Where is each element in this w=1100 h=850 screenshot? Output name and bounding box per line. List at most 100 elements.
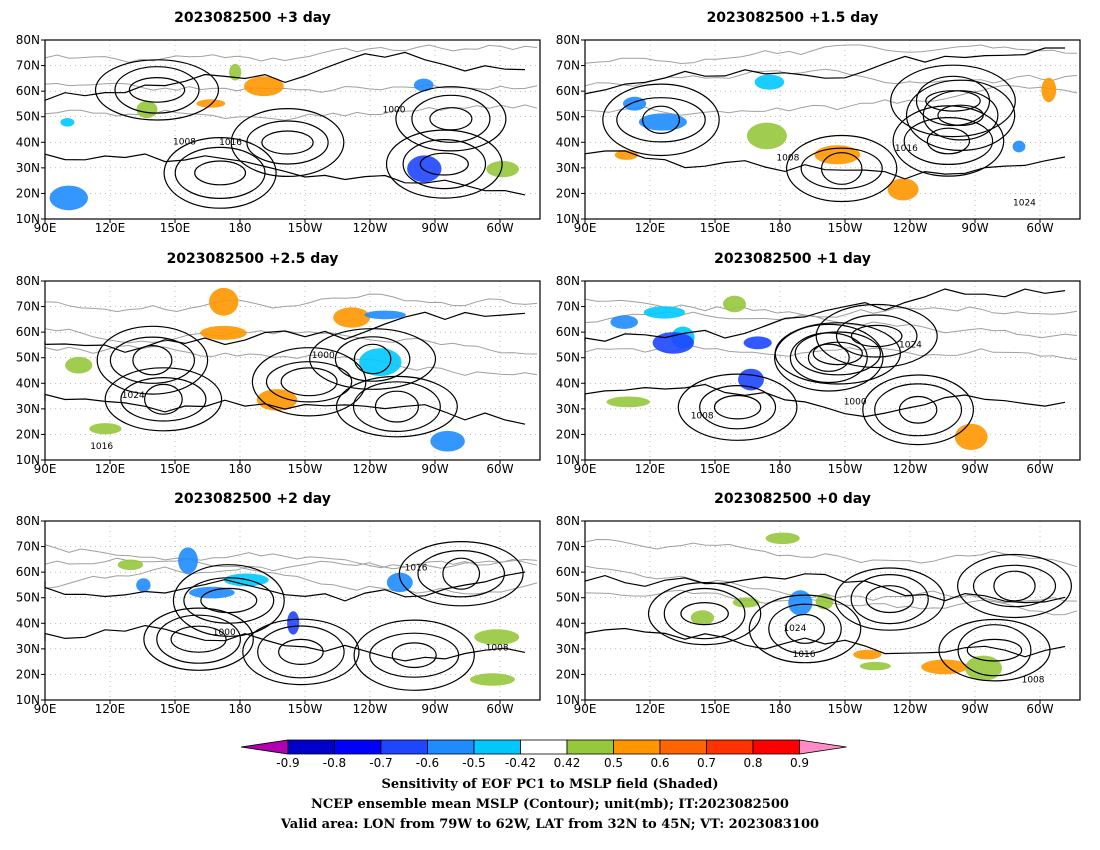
panel-plus0day: 2023082500 +0 day 1008 1016 1024 80N 70N 60N 50… [556,491,1081,716]
colorbar-cell [706,739,754,755]
lat-tick-label: 10N [16,453,40,467]
colorbar-left-arrow [240,739,289,755]
colorbar-cell [752,739,800,755]
lat-tick-label: 20N [16,186,40,200]
sensitivity-shading [117,547,520,686]
lon-tick-label: 180 [769,462,792,476]
map-frame [44,520,541,701]
lat-tick-label: 10N [556,693,580,707]
lon-tick-label: 150E [700,221,731,235]
lat-tick-label: 10N [16,212,40,226]
lon-tick-label: 90E [34,221,57,235]
lat-tick-label: 30N [556,402,580,416]
lat-tick-label: 10N [556,453,580,467]
panel-plus2p5day: 2023082500 +2.5 day 1016 1024 1000 80N 70N 60N… [16,251,541,476]
panel-plus1p5day: 2023082500 +1.5 day 1008 1016 1024 80N 70N 60N… [556,10,1081,235]
lon-tick-label: 150E [160,462,191,476]
lon-tick-label: 150W [288,462,323,476]
lon-tick-label: 150E [160,221,191,235]
lon-tick-label: 90E [34,462,57,476]
map-frame [584,520,1081,701]
lat-tick-label: 80N [556,274,580,288]
map-frame [44,280,541,461]
colorbar-tick-label: 0.42 [554,756,581,770]
lat-tick-label: 80N [16,274,40,288]
contour-label: 1024 [899,340,922,350]
lon-tick-label: 120E [95,702,126,716]
contour-label: 1024 [122,391,145,401]
mslp-contours [584,288,1066,446]
lat-tick-label: 70N [556,540,580,554]
lat-tick-label: 50N [556,110,580,124]
lat-tick-label: 20N [16,667,40,681]
lat-tick-label: 60N [16,565,40,579]
lon-tick-label: 60W [1026,702,1053,716]
mslp-contours [584,553,1072,682]
lon-tick-label: 150W [828,702,863,716]
coastline [44,541,538,595]
caption-line-2: NCEP ensemble mean MSLP (Contour); unit(… [311,797,789,812]
colorbar-tick-label: -0.9 [276,756,299,770]
lon-tick-label: 120E [635,221,666,235]
contour-label: 1000 [844,397,867,407]
colorbar-cell [520,739,568,755]
contour-label: 1016 [405,563,428,573]
mslp-contours [584,47,1066,203]
colorbar-cell [473,739,521,755]
lon-tick-label: 120W [893,221,928,235]
contour-label: 1008 [776,153,799,163]
colorbar-tick-label: 0.5 [604,756,623,770]
contour-label: 1024 [1013,199,1036,209]
lon-tick-label: 150W [288,702,323,716]
lon-tick-label: 60W [1026,462,1053,476]
lon-tick-label: 180 [769,221,792,235]
lon-tick-label: 60W [486,462,513,476]
colorbar-cell [380,739,428,755]
lon-tick-label: 120E [95,221,126,235]
lat-tick-label: 20N [556,667,580,681]
panel-title: 2023082500 +2.5 day [167,251,339,267]
lat-tick-label: 60N [556,565,580,579]
mslp-contours [44,311,526,438]
lat-tick-label: 50N [16,351,40,365]
lat-tick-label: 40N [16,376,40,390]
lat-tick-label: 30N [16,402,40,416]
map-frame [584,39,1081,220]
lat-tick-label: 30N [16,161,40,175]
lon-tick-label: 90W [421,702,448,716]
lat-tick-label: 20N [16,427,40,441]
map-area [45,40,540,219]
colorbar-tick-label: -0.6 [416,756,439,770]
colorbar-tick-label: 0.6 [650,756,669,770]
lon-tick-label: 150E [700,702,731,716]
colorbar-tick-label: -0.5 [462,756,485,770]
lon-tick-label: 180 [769,702,792,716]
lon-tick-label: 90W [421,221,448,235]
lon-tick-label: 180 [229,221,252,235]
lat-tick-label: 70N [556,59,580,73]
lat-tick-label: 40N [16,616,40,630]
lon-tick-label: 60W [486,221,513,235]
lon-tick-label: 120E [95,462,126,476]
lon-tick-label: 60W [486,702,513,716]
lat-tick-label: 60N [556,84,580,98]
lat-tick-label: 60N [556,325,580,339]
contour-label: 1008 [691,412,714,422]
sensitivity-shading [614,74,1057,201]
lon-tick-label: 90W [961,462,988,476]
panel-title: 2023082500 +1.5 day [707,10,879,26]
lat-tick-label: 70N [556,300,580,314]
lat-tick-label: 20N [556,427,580,441]
lat-tick-label: 80N [556,514,580,528]
lat-tick-label: 40N [556,135,580,149]
lat-tick-label: 70N [16,300,40,314]
lat-tick-label: 80N [556,33,580,47]
contour-label: 1000 [383,106,406,116]
colorbar-cell [659,739,707,755]
lat-tick-label: 60N [16,325,40,339]
lon-tick-label: 180 [229,462,252,476]
colorbar-cell [334,739,382,755]
lat-tick-label: 50N [556,351,580,365]
lon-tick-label: 90E [574,462,597,476]
lon-tick-label: 180 [229,702,252,716]
